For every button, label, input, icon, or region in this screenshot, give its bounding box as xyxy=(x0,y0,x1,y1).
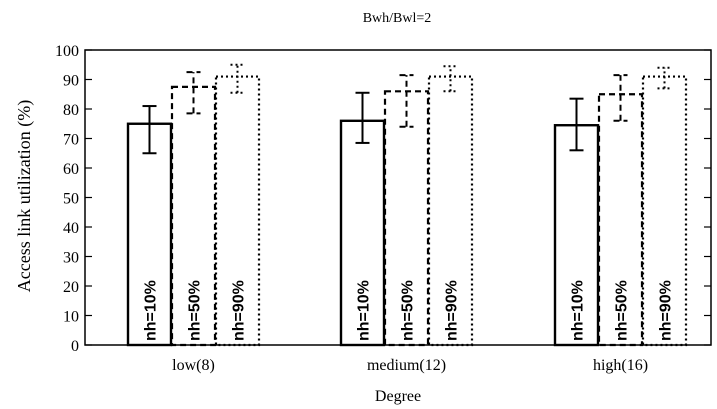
chart-title: Bwh/Bwl=2 xyxy=(363,11,432,26)
bar-label: nh=90% xyxy=(444,280,461,341)
bar-label: nh=50% xyxy=(400,280,417,341)
y-tick-label: 0 xyxy=(71,338,79,355)
plot-area: 0 10 20 30 40 50 60 70 80 90 100 nh=10% nh=50% nh=90%… xyxy=(55,43,711,374)
y-tick-label: 70 xyxy=(63,132,79,149)
y-tick-label: 80 xyxy=(63,102,79,119)
y-tick-label: 20 xyxy=(63,279,79,296)
y-tick-label: 30 xyxy=(63,250,79,267)
bar-label: nh=10% xyxy=(356,280,373,341)
bar-label: nh=50% xyxy=(187,280,204,341)
plot-frame xyxy=(84,49,712,346)
bar-label: nh=10% xyxy=(143,280,160,341)
x-tick-label: medium(12) xyxy=(367,357,446,374)
y-axis-label: Access link utilization (%) xyxy=(14,100,35,292)
bar xyxy=(427,75,474,347)
y-tick-label: 60 xyxy=(63,161,79,178)
x-axis-label: Degree xyxy=(375,388,421,405)
y-tick-label: 90 xyxy=(63,73,79,90)
bar-label: nh=90% xyxy=(231,280,248,341)
bar-label: nh=10% xyxy=(570,280,587,341)
y-tick-label: 40 xyxy=(63,220,79,237)
y-tick-label: 50 xyxy=(63,191,79,208)
x-tick-label: high(16) xyxy=(593,357,648,374)
x-tick-label: low(8) xyxy=(172,357,215,374)
y-tick-label: 10 xyxy=(63,309,79,326)
y-tick-label: 100 xyxy=(55,43,79,60)
bar-label: nh=90% xyxy=(658,280,675,341)
bar-label: nh=50% xyxy=(614,280,631,341)
